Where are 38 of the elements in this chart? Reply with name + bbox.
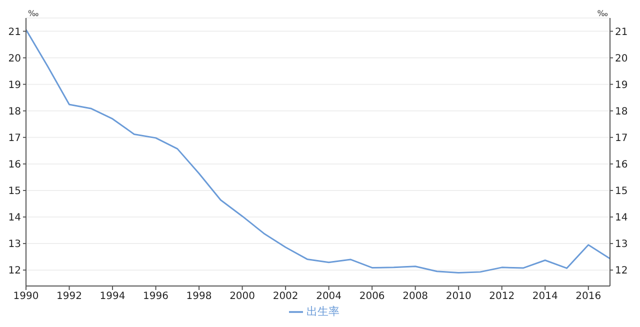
y-tick-label: 13 [8, 239, 21, 250]
y-tick-label: 18 [8, 106, 21, 118]
y2-tick-label: 13 [615, 239, 628, 250]
y-tick-label: 12 [8, 266, 21, 277]
x-tick-label: 1994 [100, 291, 126, 302]
x-tick-label: 1998 [186, 291, 212, 302]
y2-tick-label: 16 [615, 159, 628, 170]
x-tick-label: 2008 [402, 291, 428, 302]
y-tick-label: 14 [8, 212, 21, 224]
y2-tick-label: 20 [615, 53, 628, 64]
y2-tick-label: 18 [615, 106, 628, 118]
y-tick-label: 21 [8, 26, 21, 38]
x-tick-label: 2002 [272, 291, 298, 302]
y2-axis-title: ‰ [597, 9, 608, 18]
y-tick-label: 17 [8, 132, 21, 144]
x-tick-label: 2010 [446, 291, 472, 302]
y-tick-label: 16 [8, 159, 21, 170]
y2-tick-label: 14 [615, 212, 628, 224]
x-tick-label: 1990 [13, 291, 39, 302]
y2-tick-label: 17 [615, 132, 628, 144]
x-tick-label: 1996 [143, 291, 169, 302]
y-tick-label: 19 [8, 80, 21, 91]
y-axis-title: ‰ [28, 9, 39, 18]
x-tick-label: 2006 [359, 291, 385, 302]
y2-tick-label: 15 [615, 186, 628, 198]
legend-label: 出生率 [306, 305, 340, 318]
x-tick-label: 2016 [576, 291, 602, 302]
y-tick-label: 15 [8, 186, 21, 198]
y2-tick-label: 21 [615, 26, 628, 38]
line-series [26, 28, 610, 274]
x-tick-label: 2012 [489, 291, 515, 302]
x-tick-label: 2000 [230, 291, 256, 302]
x-tick-label: 2004 [316, 291, 342, 302]
x-tick-label: 1992 [56, 291, 82, 302]
y-tick-label: 20 [8, 53, 21, 64]
y2-tick-label: 12 [615, 266, 628, 277]
y2-tick-label: 19 [615, 80, 628, 91]
x-tick-label: 2014 [532, 291, 558, 302]
